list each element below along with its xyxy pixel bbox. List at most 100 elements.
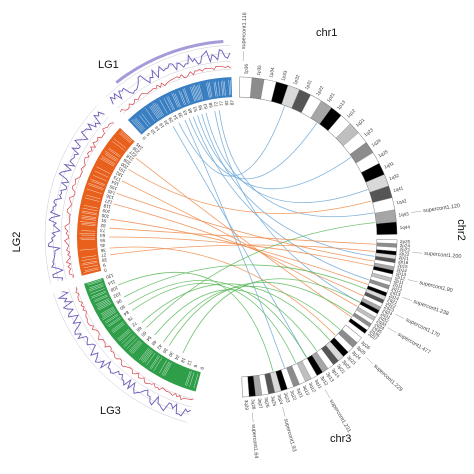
lg1-position-label: 63 [202, 103, 208, 110]
lg3-marker [111, 321, 124, 331]
lg1-marker [152, 103, 162, 117]
lg3-chr2-link [182, 278, 360, 354]
lg1-position-label: 53 [192, 106, 198, 113]
chr1-band-label: 1q44 [400, 225, 411, 231]
lg1-marker [150, 105, 160, 119]
lg2-marker [79, 248, 96, 251]
lg2-position-label: 200 [120, 161, 130, 170]
chr2-band-label: 2q36 [369, 328, 381, 338]
lg2-marker [93, 174, 107, 182]
chr3-band-label: 3p13 [325, 371, 335, 383]
lg2-marker [86, 188, 102, 194]
lg2-marker [91, 180, 105, 187]
chr1-band-label: 1p13 [336, 99, 347, 110]
lg2-marker [83, 264, 98, 269]
lg2-chr2-link [135, 157, 352, 318]
chr3-band-label: 3p25 [356, 345, 367, 356]
lg2-position-label: 136 [105, 193, 114, 200]
lg3-marker [142, 350, 153, 363]
chr1-band-label: 1q24 [371, 138, 383, 148]
lg3-marker [88, 280, 102, 286]
lg2-position-label: 191 [117, 166, 127, 174]
lg1-marker [213, 82, 217, 97]
signal-track [57, 291, 191, 417]
lg2-position-label: 55 [100, 238, 106, 243]
chr3-band-label: 3p24 [351, 350, 362, 361]
lg2-chr2-link [121, 180, 358, 307]
lg2-chr3-link [109, 246, 336, 336]
lg2-position-label: 164 [110, 179, 119, 187]
lg2-position-label: 155 [108, 184, 117, 192]
lg2-marker [81, 212, 97, 216]
lg3-marker [86, 279, 102, 285]
lg3-marker [186, 371, 192, 387]
track-guide [44, 105, 97, 284]
chr1-band-label: 1q25 [377, 149, 389, 159]
lg3-marker [108, 318, 121, 327]
lg1-marker [221, 81, 223, 96]
lg3-marker [130, 341, 142, 354]
lg1-position-label: 5 [145, 131, 151, 137]
lg1-position-label: 29 [167, 116, 174, 123]
lg2-position-label: 91 [100, 218, 106, 224]
lg2-marker [113, 138, 127, 149]
lg1-chr2-link [214, 110, 360, 303]
lg2-chr2-link [109, 227, 376, 245]
lg3-position-label: 108 [109, 285, 118, 293]
chr2-band-label: 2p21 [398, 255, 409, 261]
lg3-marker [91, 292, 107, 299]
signal-track [47, 111, 105, 281]
lg1-chr1-link [205, 112, 368, 203]
lg3-chr3-link [163, 286, 341, 343]
chr2-band-label: 2p22 [399, 251, 410, 257]
supercontig-leader [365, 356, 374, 365]
chr2-band-label: 2q23 [384, 304, 396, 313]
chr1-band [239, 76, 253, 98]
lg3-marker [112, 323, 125, 334]
lg3-marker [153, 357, 163, 372]
lg3-position-label: 66 [135, 325, 142, 332]
lg2-position-label: 0 [103, 267, 107, 273]
lg3-marker [151, 355, 160, 370]
lg2-marker [81, 218, 97, 221]
supercontig-leader [387, 327, 397, 334]
lg2-position-label: 45 [100, 243, 106, 248]
signal-track [64, 122, 114, 278]
supercontig-leader [412, 252, 423, 254]
lg3-marker [100, 306, 114, 315]
lg2-position-label: 236 [131, 145, 140, 154]
lg1-marker [230, 80, 232, 96]
lg3-marker [102, 311, 117, 321]
lg3-position-label: 114 [107, 279, 116, 286]
track-guide [76, 286, 194, 400]
chr3-band-label: 3q29 [244, 400, 250, 411]
lg1-position-label: 48 [187, 107, 194, 114]
lg1-marker [149, 106, 159, 120]
lg1-marker [154, 103, 163, 117]
lg1-marker [182, 88, 189, 104]
lg1-marker [145, 108, 155, 122]
chr3-band-label: 3q22 [289, 390, 297, 402]
chr1-band-label: 1p33 [280, 70, 288, 82]
lg2-position-label: 227 [128, 149, 137, 158]
chr2-band-label: 2q34 [374, 321, 386, 331]
lg3-marker [162, 362, 171, 377]
chr1-band-label: 1q23 [363, 127, 374, 138]
lg2-marker [104, 154, 117, 162]
lg2-marker [81, 230, 96, 232]
chr2-band-label: 2q35 [372, 325, 384, 335]
lg3-chr3-link [154, 289, 318, 352]
lg2-marker [84, 267, 99, 271]
chr3-band-label: 3q23 [283, 392, 291, 404]
lg3-chr2-link [123, 264, 367, 298]
lg2-marker [101, 155, 116, 165]
chr1-band-label: 1q31 [383, 161, 395, 170]
chr1-band-label: 1p31 [304, 79, 313, 91]
lg2-position-label: 118 [103, 203, 112, 210]
lg1-marker [215, 81, 218, 97]
chr1-band-label: 1q43 [398, 211, 409, 217]
lg1-position-label: 43 [182, 109, 189, 116]
chr2-band-label: 2q11 [392, 282, 403, 290]
lg3-chr1-link [146, 222, 376, 328]
lg1-marker [159, 99, 168, 114]
